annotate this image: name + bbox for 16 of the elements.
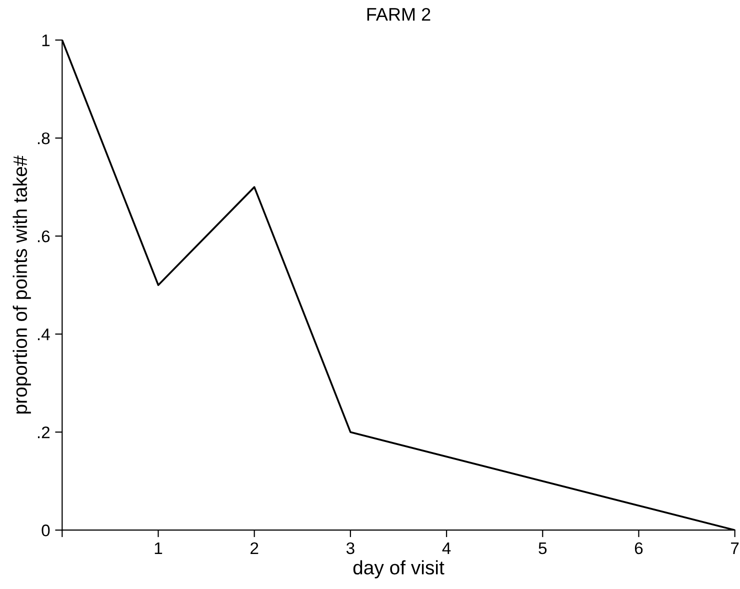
x-tick-label: 4 xyxy=(442,542,451,554)
y-axis-title: proportion of points with take# xyxy=(12,155,31,414)
x-axis-title: day of visit xyxy=(353,560,444,578)
x-tick-label: 5 xyxy=(538,542,547,554)
x-tick-label: 7 xyxy=(731,542,739,554)
x-tick-label: 6 xyxy=(634,542,643,554)
chart-title: FARM 2 xyxy=(367,8,430,21)
y-tick-label: 1 xyxy=(42,34,50,46)
x-tick-label: 1 xyxy=(154,542,162,554)
y-tick-label: .6 xyxy=(38,230,50,242)
y-tick-label: .4 xyxy=(38,328,50,340)
x-tick-label: 2 xyxy=(250,542,258,554)
y-tick-label: .2 xyxy=(38,426,50,438)
y-tick-label: 0 xyxy=(42,524,50,536)
y-tick-label: .8 xyxy=(38,132,50,144)
x-tick-label: 3 xyxy=(346,542,354,554)
